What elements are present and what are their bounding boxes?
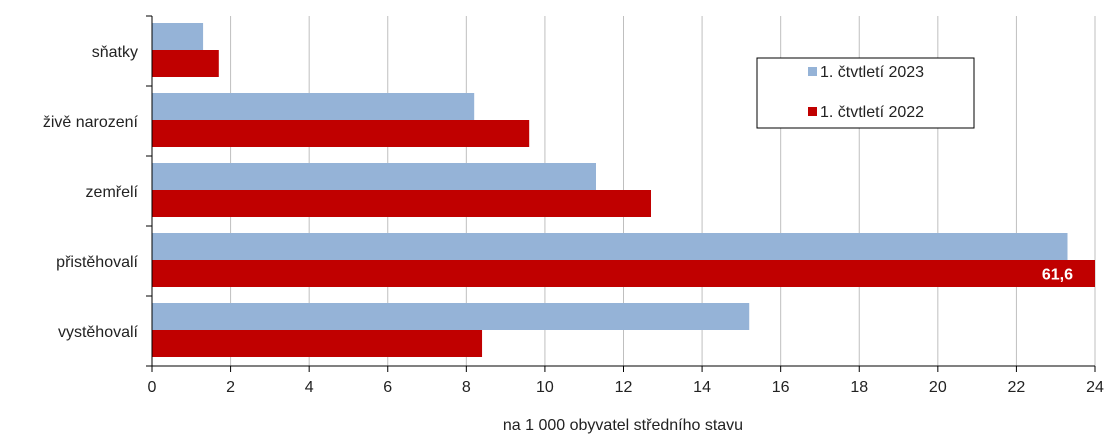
- bar: [152, 163, 596, 190]
- bar: [152, 50, 219, 77]
- category-label: sňatky: [92, 44, 138, 61]
- legend: 1. čtvtletí 2023 1. čtvtletí 2022: [756, 57, 975, 129]
- x-tick-label: 8: [462, 379, 471, 396]
- category-label: přistěhovalí: [56, 254, 138, 271]
- x-tick-label: 22: [1008, 379, 1026, 396]
- legend-swatch-2023: [808, 67, 817, 76]
- bar: [152, 23, 204, 50]
- category-label: zemřelí: [86, 184, 139, 201]
- bar: [152, 190, 652, 217]
- legend-box: [756, 57, 975, 129]
- bar: [152, 93, 475, 120]
- x-tick-label: 24: [1086, 379, 1104, 396]
- category-label: živě narození: [43, 114, 139, 131]
- x-tick-label: 12: [615, 379, 633, 396]
- category-labels: sňatky živě narození zemřelí přistěhovalí vy…: [43, 15, 152, 367]
- legend-swatch-2022: [808, 107, 817, 116]
- bar: [152, 120, 530, 147]
- legend-label-2023: 1. čtvtletí 2023: [820, 64, 924, 81]
- x-axis-title: na 1 000 obyvatel středního stavu: [503, 417, 743, 434]
- x-tick-label: 4: [305, 379, 314, 396]
- x-tick-label: 18: [850, 379, 868, 396]
- x-tick-label: 14: [693, 379, 711, 396]
- bar: [152, 330, 483, 357]
- bar: [152, 260, 1095, 287]
- data-label: 61,6: [1042, 267, 1073, 284]
- category-label: vystěhovalí: [58, 324, 139, 341]
- x-tick-label: 2: [226, 379, 235, 396]
- bar: [152, 233, 1068, 260]
- bar: [152, 303, 750, 330]
- x-tick-labels: 0 2 4 6 8 10 12 14 16 18 20 22 24: [148, 366, 1104, 396]
- x-tick-label: 16: [772, 379, 790, 396]
- x-tick-label: 20: [929, 379, 947, 396]
- x-tick-label: 6: [383, 379, 392, 396]
- x-tick-label: 0: [148, 379, 157, 396]
- x-tick-label: 10: [536, 379, 554, 396]
- legend-label-2022: 1. čtvtletí 2022: [820, 104, 924, 121]
- bars: 61,6: [152, 23, 1095, 357]
